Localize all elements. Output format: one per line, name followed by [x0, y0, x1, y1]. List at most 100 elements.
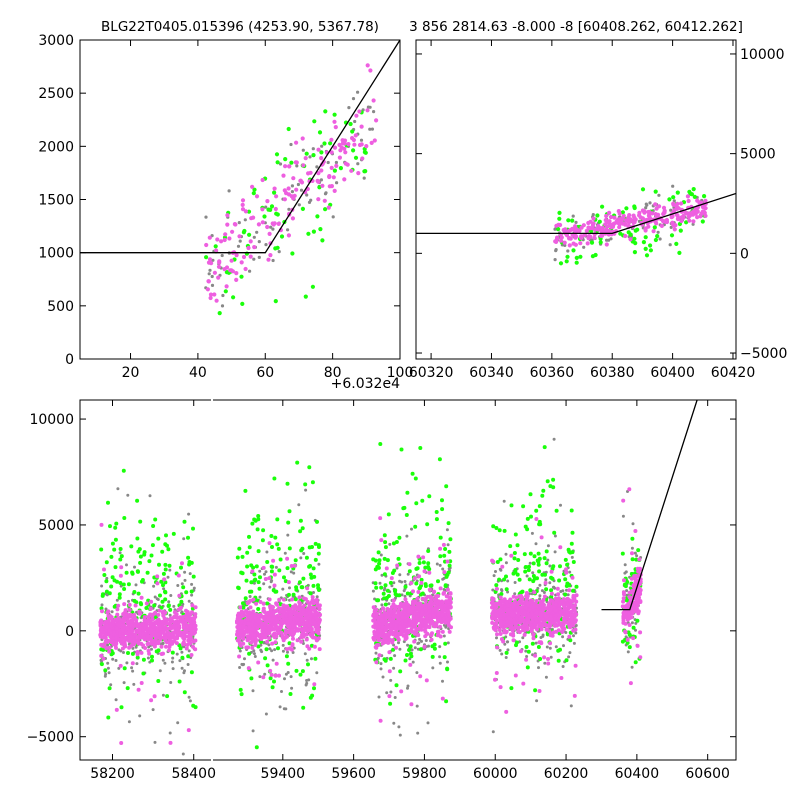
data-point — [598, 240, 603, 245]
data-point — [248, 605, 253, 610]
data-point — [403, 597, 408, 602]
data-point — [395, 563, 400, 568]
data-point — [298, 178, 303, 183]
data-point — [240, 202, 245, 207]
data-point — [331, 215, 335, 219]
data-point — [564, 259, 569, 264]
data-point — [168, 613, 172, 617]
data-point — [513, 532, 518, 537]
data-point — [240, 207, 246, 212]
data-point — [373, 558, 378, 563]
data-point — [491, 524, 496, 529]
data-point — [190, 603, 195, 608]
data-point — [316, 631, 321, 636]
data-point — [254, 745, 259, 750]
data-point — [307, 465, 312, 470]
data-point — [672, 227, 677, 232]
data-point — [223, 232, 228, 237]
data-point — [284, 634, 289, 639]
data-point — [389, 690, 393, 694]
data-point — [544, 561, 549, 566]
data-point — [378, 516, 383, 521]
data-point — [115, 598, 119, 602]
data-point — [287, 207, 291, 211]
data-point — [365, 63, 370, 68]
data-point — [294, 606, 299, 611]
data-point — [193, 605, 198, 610]
data-point — [109, 623, 114, 628]
data-point — [181, 752, 185, 756]
data-point — [381, 606, 385, 611]
data-point — [164, 621, 169, 626]
data-point — [286, 126, 291, 132]
data-point — [253, 655, 257, 658]
data-point — [620, 210, 626, 215]
data-point — [327, 184, 332, 189]
data-point — [337, 155, 342, 160]
data-point — [663, 218, 668, 223]
data-point — [261, 606, 266, 611]
data-point — [134, 583, 138, 587]
data-point — [432, 615, 437, 619]
data-point — [387, 669, 392, 674]
data-point — [99, 522, 104, 527]
data-point — [444, 699, 449, 704]
data-point — [257, 586, 262, 591]
data-point — [374, 623, 379, 628]
data-point — [269, 225, 273, 229]
data-point — [673, 223, 678, 228]
data-point — [291, 196, 296, 201]
data-point — [127, 608, 132, 612]
data-point — [238, 605, 243, 610]
data-point — [695, 198, 700, 203]
data-point — [301, 163, 306, 168]
data-point — [310, 284, 315, 289]
data-point — [280, 690, 283, 693]
data-point — [561, 665, 565, 668]
data-point — [118, 639, 123, 644]
data-point — [166, 575, 170, 579]
data-point — [329, 165, 334, 170]
data-point — [695, 215, 700, 220]
data-point — [281, 638, 286, 643]
data-point — [106, 661, 110, 665]
data-point — [584, 228, 589, 233]
data-point — [380, 603, 384, 607]
data-point — [290, 190, 294, 194]
data-point — [106, 500, 110, 505]
data-point — [172, 604, 176, 608]
data-point — [208, 268, 212, 272]
data-point — [151, 630, 156, 635]
data-point — [399, 689, 404, 694]
data-point — [432, 646, 437, 651]
data-point — [442, 634, 446, 638]
data-point — [247, 651, 252, 656]
data-point — [382, 533, 387, 538]
data-point — [365, 108, 370, 113]
data-point — [295, 460, 300, 465]
data-point — [671, 184, 675, 188]
data-point — [604, 242, 609, 247]
data-point — [648, 201, 652, 205]
data-point — [109, 652, 114, 657]
data-point — [554, 508, 559, 513]
data-point — [605, 238, 609, 242]
data-point — [310, 480, 315, 485]
data-point — [320, 144, 324, 148]
data-point — [695, 209, 700, 214]
data-point — [523, 569, 528, 574]
data-point — [180, 561, 184, 566]
data-point — [121, 627, 125, 631]
data-point — [130, 571, 135, 576]
data-point — [516, 558, 521, 562]
data-point — [381, 675, 385, 679]
data-point — [133, 603, 138, 608]
data-point — [264, 243, 268, 247]
data-point — [568, 638, 573, 643]
data-point — [274, 601, 279, 606]
data-point — [118, 581, 123, 585]
data-point — [535, 699, 539, 703]
data-point — [274, 152, 280, 157]
data-point — [377, 558, 382, 563]
data-point — [398, 573, 402, 577]
